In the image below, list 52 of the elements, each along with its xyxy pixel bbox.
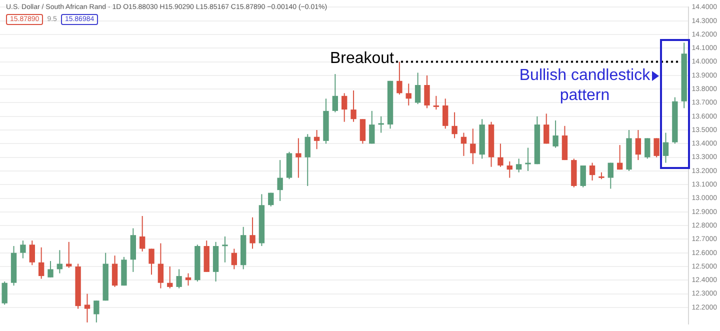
candlestick: [350, 90, 356, 122]
candlestick: [470, 128, 476, 165]
candlestick: [378, 116, 384, 134]
candlestick: [167, 266, 173, 289]
candlestick: [452, 112, 458, 139]
candlestick: [369, 110, 375, 144]
candlestick: [414, 72, 421, 105]
candlestick: [460, 132, 467, 156]
candlestick: [342, 92, 348, 122]
candlestick: [433, 95, 440, 110]
candlestick: [498, 143, 504, 168]
candlestick: [222, 236, 228, 263]
candlestick: [2, 280, 8, 306]
candlestick: [231, 248, 238, 270]
candlestick: [176, 268, 182, 289]
candlestick: [29, 240, 35, 266]
candlestick: [112, 255, 118, 288]
candlestick: [332, 74, 338, 113]
candlestick: [304, 134, 310, 186]
candlestick: [608, 162, 614, 190]
candlestick: [139, 215, 146, 252]
candlestick: [360, 118, 366, 144]
candlestick: [38, 246, 44, 280]
candlestick: [314, 130, 320, 150]
candlestick: [158, 242, 164, 289]
candlestick: [516, 158, 522, 173]
candlestick: [48, 260, 54, 278]
candlestick: [589, 162, 596, 182]
annotation: Bullish candlestick pattern: [519, 67, 652, 104]
candlestick: [544, 113, 550, 144]
candlestick: [148, 248, 154, 276]
candlestick: [442, 98, 448, 130]
candlestick: [552, 120, 558, 148]
candlestick: [506, 160, 512, 178]
candlestick: [296, 138, 302, 178]
candlestick: [277, 160, 283, 202]
candlestick: [20, 240, 26, 259]
candlestick: [94, 300, 100, 323]
candlestick: [580, 165, 586, 188]
candlestick: [396, 61, 402, 96]
candlestick: [635, 130, 642, 161]
candlestick: [268, 192, 274, 207]
candlestick: [406, 83, 412, 106]
candlestick: [250, 216, 256, 250]
candlestick: [525, 147, 531, 172]
candlestick: [84, 293, 90, 323]
candlestick: [662, 132, 669, 164]
candlestick: [654, 138, 660, 158]
candlestick: [424, 74, 430, 109]
candlestick: [616, 144, 623, 170]
ref-line-label: Breakout: [330, 50, 395, 68]
candlestick: [644, 138, 650, 160]
